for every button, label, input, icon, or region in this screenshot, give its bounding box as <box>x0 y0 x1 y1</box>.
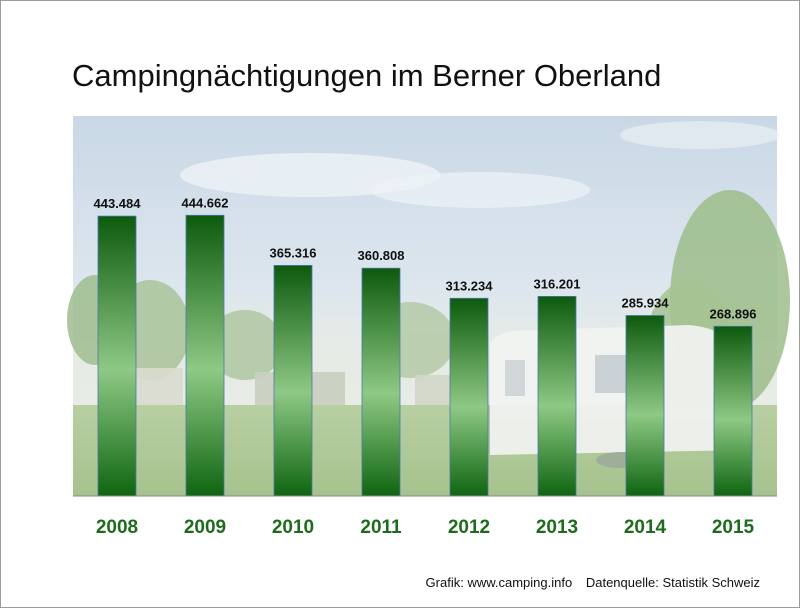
data-label-2015: 268.896 <box>710 306 757 321</box>
bar-chart: 443.484 444.662 365.316 360.808 313.234 316.2… <box>0 0 800 608</box>
data-label-2010: 365.316 <box>270 245 317 260</box>
credit-text: Grafik: www.camping.info <box>426 575 573 590</box>
data-label-2009: 444.662 <box>182 195 229 210</box>
x-tick-2015: 2015 <box>712 517 755 538</box>
x-tick-2012: 2012 <box>448 517 490 538</box>
bar-2012 <box>450 298 488 496</box>
bar-2008 <box>98 216 136 496</box>
data-label-2011: 360.808 <box>358 248 405 263</box>
x-tick-2009: 2009 <box>184 517 226 538</box>
x-axis-ticks: 2008 2009 2010 2011 2012 2013 2014 2015 <box>96 517 755 538</box>
source-text: Datenquelle: Statistik Schweiz <box>586 575 760 590</box>
bar-2009 <box>186 215 224 496</box>
x-tick-2013: 2013 <box>536 517 578 538</box>
bar-2013 <box>538 296 576 496</box>
x-tick-2010: 2010 <box>272 517 314 538</box>
data-label-2014: 285.934 <box>622 296 670 311</box>
footer-credits: Grafik: www.camping.info Datenquelle: St… <box>426 575 760 590</box>
bar-2014 <box>626 316 664 497</box>
x-tick-2014: 2014 <box>624 517 667 538</box>
data-label-2013: 316.201 <box>534 276 581 291</box>
x-tick-2011: 2011 <box>360 517 402 538</box>
bar-2010 <box>274 265 312 496</box>
data-label-2012: 313.234 <box>446 278 494 293</box>
bar-2011 <box>362 268 400 496</box>
bar-2015 <box>714 326 752 496</box>
x-tick-2008: 2008 <box>96 517 138 538</box>
data-label-2008: 443.484 <box>94 196 142 211</box>
background-photo <box>67 116 790 496</box>
